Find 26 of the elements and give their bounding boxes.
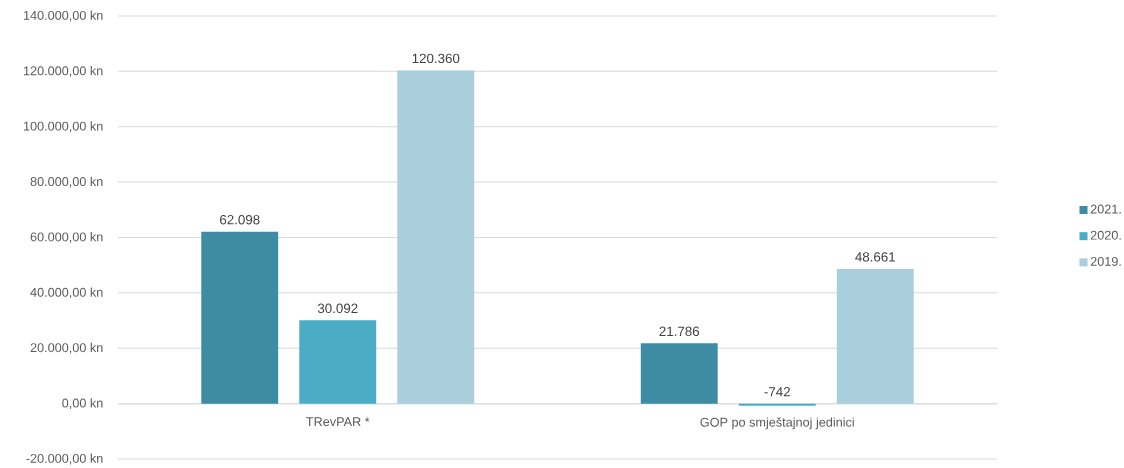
y-tick-label: 0,00 kn [62,398,103,410]
data-label: 62.098 [220,214,260,225]
y-tick-label: 140.000,00 kn [23,10,103,22]
data-label: 30.092 [317,303,358,314]
bar [299,320,377,404]
data-label: 21.786 [659,326,700,337]
bar [397,70,475,404]
y-tick-label: -20.000,00 kn [26,453,103,465]
x-tick-label: TRevPAR * [306,417,370,427]
bar [201,231,279,404]
y-tick-label: 60.000,00 kn [30,232,103,243]
x-tick-label: GOP po smještajnoj jedinici [700,417,854,430]
legend-label: 2019. [1090,256,1121,266]
data-label: 120.360 [412,53,460,64]
legend-label: 2020. [1090,230,1121,240]
bar [640,343,718,404]
y-tick-label: 120.000,00 kn [23,65,103,77]
y-tick-label: 40.000,00 kn [30,287,103,299]
data-label: -742 [764,387,790,397]
y-tick-label: 80.000,00 kn [30,176,103,188]
bar [738,403,816,406]
y-tick-label: 20.000,00 kn [30,342,103,354]
y-tick-label: 100.000,00 kn [23,121,103,133]
bar [836,268,914,404]
legend-label: 2021. [1090,204,1121,214]
data-label: 48.661 [855,252,896,262]
